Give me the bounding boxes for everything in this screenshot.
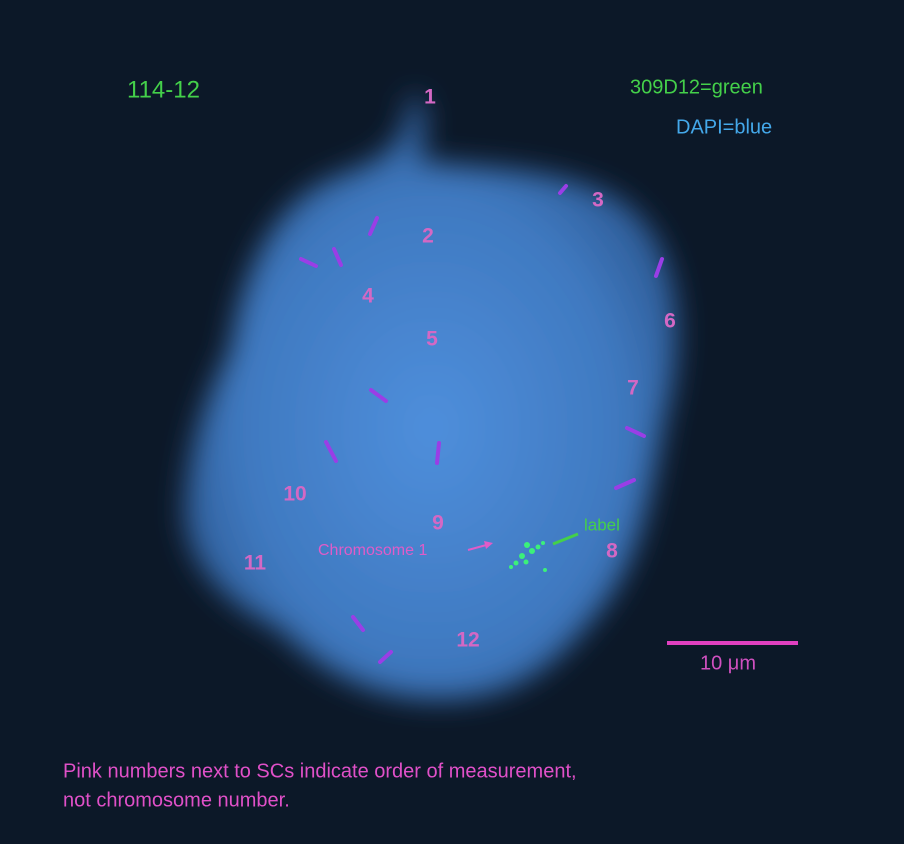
order-label: 11 [244,552,267,575]
order-label: 5 [426,328,438,351]
order-label: 7 [627,377,639,400]
arrow-head [484,541,493,549]
sc-mark [351,615,365,632]
sc-mark [369,388,388,403]
sc-mark [332,247,343,267]
order-label: 1 [424,86,436,109]
sc-mark [368,216,379,236]
probe-legend: DAPI=blue [676,116,772,138]
order-label: 9 [432,512,444,535]
fish-signal [509,541,547,572]
order-label: 12 [456,629,479,652]
sample-id: 114-12 [127,76,200,103]
caption: Pink numbers next to SCs indicate order … [63,760,577,782]
sc-mark [435,441,441,465]
order-label: 4 [362,285,374,308]
order-label: 10 [283,483,306,506]
sc-mark [654,257,664,278]
label-pointer [552,532,579,546]
sc-markers [299,184,664,664]
sc-mark [558,184,568,195]
nucleus [184,94,678,700]
order-label: 8 [606,540,618,563]
sc-mark [378,650,393,664]
sc-mark [614,478,636,490]
order-label: 3 [592,189,604,212]
chromosome-annotation: Chromosome 1 [318,542,427,559]
sc-mark [299,257,318,268]
probe-legend: 309D12=green [630,76,763,98]
caption: not chromosome number. [63,789,290,811]
scale-bar-label: 10 μm [700,652,756,674]
sc-mark [625,426,646,438]
order-label: 6 [664,310,676,333]
label-annotation: label [584,515,620,534]
order-label: 2 [422,225,434,248]
sc-mark [324,440,338,463]
